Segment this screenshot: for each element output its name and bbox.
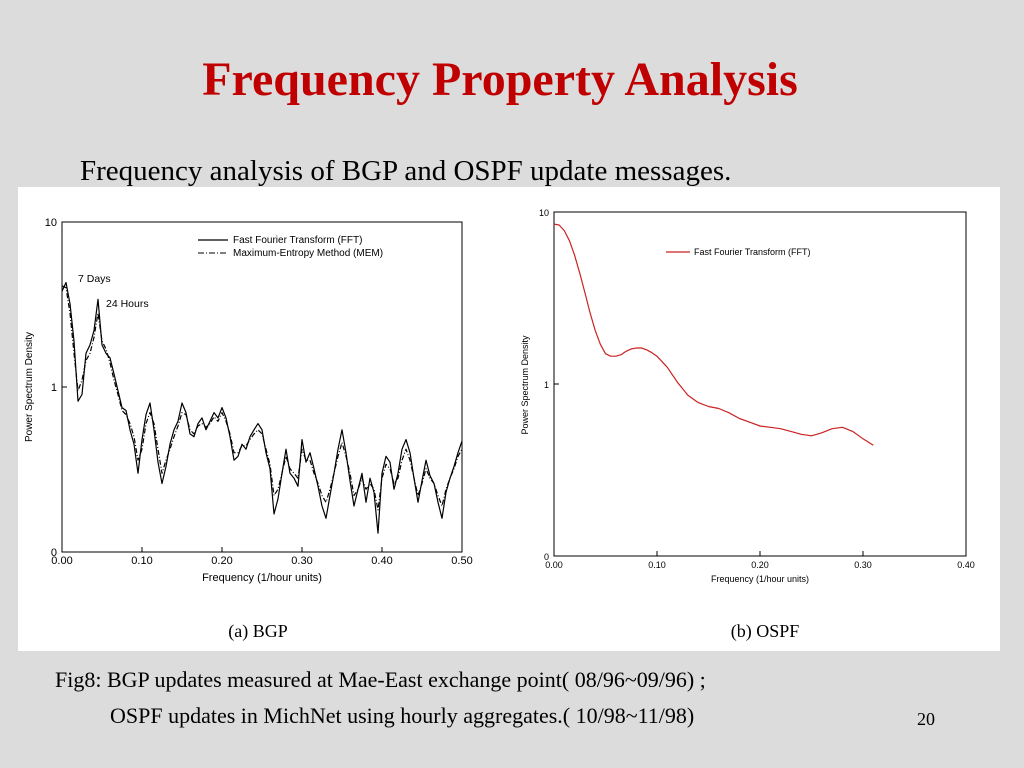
ospf-y-tick-label: 1 — [544, 380, 549, 390]
ospf-chart: 0.00 0.10 0.20 0.30 0.40 0 1 10 Power Spectrum … — [520, 208, 975, 642]
ospf-series-group — [553, 223, 874, 446]
figure-caption-line1: Fig8: BGP updates measured at Mae-East e… — [55, 667, 706, 692]
bgp-legend: Fast Fourier Transform (FFT) Maximum-Ent… — [198, 235, 383, 259]
bgp-series-group — [61, 281, 463, 534]
ospf-legend: Fast Fourier Transform (FFT) — [666, 247, 811, 257]
slide-subtitle: Frequency analysis of BGP and OSPF updat… — [80, 155, 732, 187]
bgp-x-axis-label: Frequency (1/hour units) — [202, 572, 322, 584]
ospf-panel-label: (b) OSPF — [731, 621, 800, 642]
ospf-x-tick-label: 0.00 — [545, 560, 563, 570]
slide-title: Frequency Property Analysis — [202, 53, 798, 106]
bgp-x-tick-label: 0.50 — [451, 555, 472, 567]
ospf-plot-frame — [553, 211, 967, 557]
figure-caption-line2: OSPF updates in MichNet using hourly agg… — [110, 703, 695, 728]
ospf-x-tick-label: 0.40 — [957, 560, 975, 570]
ospf-x-axis-label: Frequency (1/hour units) — [711, 574, 809, 584]
bgp-axis-ticks: 0.00 0.10 0.20 0.30 0.40 0.50 0 1 10 — [45, 217, 473, 567]
ospf-series-fft-line — [553, 223, 874, 446]
bgp-x-tick-label: 0.10 — [131, 555, 152, 567]
bgp-legend-mem-label: Maximum-Entropy Method (MEM) — [233, 248, 383, 259]
bgp-y-tick-label: 0 — [51, 547, 57, 559]
figure-panel: 0.00 0.10 0.20 0.30 0.40 0.50 0 1 10 Power Spect… — [18, 187, 1000, 651]
bgp-x-tick-label: 0.20 — [211, 555, 232, 567]
ospf-y-axis-label: Power Spectrum Density — [520, 335, 530, 435]
bgp-series-fft-line — [61, 281, 463, 534]
bgp-y-tick-label: 10 — [45, 217, 57, 229]
bgp-plot-frame — [61, 221, 463, 553]
ospf-x-tick-label: 0.30 — [854, 560, 872, 570]
page-number: 20 — [917, 709, 935, 729]
ospf-x-tick-label: 0.20 — [751, 560, 769, 570]
bgp-x-tick-label: 0.30 — [291, 555, 312, 567]
bgp-panel-label: (a) BGP — [228, 621, 288, 642]
bgp-x-tick-label: 0.00 — [51, 555, 72, 567]
bgp-chart: 0.00 0.10 0.20 0.30 0.40 0.50 0 1 10 Power Spect… — [24, 217, 473, 642]
bgp-annotation-24hours: 24 Hours — [106, 298, 149, 310]
bgp-x-tick-label: 0.40 — [371, 555, 392, 567]
ospf-x-tick-label: 0.10 — [648, 560, 666, 570]
bgp-annotation-7days: 7 Days — [78, 273, 111, 285]
bgp-legend-fft-label: Fast Fourier Transform (FFT) — [233, 235, 362, 246]
ospf-y-tick-label: 10 — [539, 208, 549, 218]
ospf-y-tick-label: 0 — [544, 552, 549, 562]
ospf-axis-ticks: 0.00 0.10 0.20 0.30 0.40 0 1 10 — [539, 208, 975, 570]
bgp-series-mem-line — [61, 285, 463, 511]
bgp-y-axis-label: Power Spectrum Density — [24, 332, 35, 442]
bgp-y-tick-label: 1 — [51, 382, 57, 394]
ospf-legend-fft-label: Fast Fourier Transform (FFT) — [694, 247, 811, 257]
